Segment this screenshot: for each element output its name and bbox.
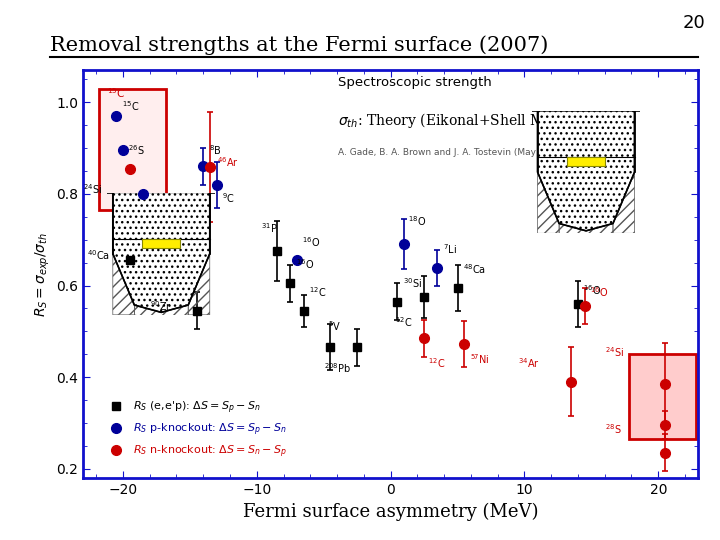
Bar	[99, 89, 166, 210]
Bar	[629, 354, 696, 439]
Text: $^{208}$Pb: $^{208}$Pb	[324, 361, 351, 375]
Text: 20: 20	[683, 14, 706, 31]
Text: $^{28}$S: $^{28}$S	[605, 423, 621, 436]
Text: A. Gade, B. A. Brown and J. A. Tostevin (May 9, 2007): A. Gade, B. A. Brown and J. A. Tostevin …	[338, 147, 577, 157]
Text: $^{18}$O: $^{18}$O	[408, 214, 426, 228]
Text: $^{15}$C: $^{15}$C	[107, 86, 125, 100]
Text: $^{12}$C: $^{12}$C	[309, 285, 326, 299]
Text: Removal strengths at the Fermi surface (2007): Removal strengths at the Fermi surface (…	[50, 35, 549, 55]
Text: $^{24}$Si: $^{24}$Si	[83, 182, 102, 196]
Text: $^{26}$S: $^{26}$S	[128, 143, 145, 157]
Text: $^{9}$C: $^{9}$C	[222, 191, 235, 205]
Text: $^{32}$Ar: $^{32}$Ar	[0, 539, 1, 540]
Text: $^{16}$O: $^{16}$O	[590, 285, 608, 299]
Text: Spectroscopic strength: Spectroscopic strength	[338, 76, 492, 89]
Text: $^{16}$O: $^{16}$O	[302, 235, 320, 248]
Text: $^{15}$C: $^{15}$C	[122, 99, 139, 113]
Text: $^{24}$Si: $^{24}$Si	[605, 345, 624, 359]
Text: $^{7}$Li: $^{7}$Li	[443, 242, 456, 256]
Text: $^{31}$P: $^{31}$P	[261, 221, 277, 235]
Text: $^{12}$C: $^{12}$C	[428, 356, 446, 370]
Text: $^{12}$C: $^{12}$C	[395, 315, 412, 329]
Text: $^{57}$Ni: $^{57}$Ni	[469, 353, 489, 366]
Text: $^{16}$O: $^{16}$O	[296, 258, 314, 272]
Text: $^{8}$B: $^{8}$B	[209, 143, 221, 157]
Text: $^{16}$O: $^{16}$O	[583, 283, 601, 296]
Text: $^{40}$Ca: $^{40}$Ca	[87, 248, 110, 262]
Text: $^{46}$Ar: $^{46}$Ar	[217, 156, 238, 170]
Y-axis label: $R_S = \sigma_{exp} / \sigma_{th}$: $R_S = \sigma_{exp} / \sigma_{th}$	[33, 232, 52, 316]
X-axis label: Fermi surface asymmetry (MeV): Fermi surface asymmetry (MeV)	[243, 502, 539, 521]
Text: $^{48}$Ca: $^{48}$Ca	[463, 262, 486, 276]
Text: $^{34}$Ar: $^{34}$Ar	[518, 356, 539, 370]
Text: $^{5}$V: $^{5}$V	[328, 320, 341, 333]
Text: $\sigma_{th}$: Theory (Eikonal+Shell M): $\sigma_{th}$: Theory (Eikonal+Shell M)	[338, 111, 551, 130]
Legend: $R_S$ (e,e'p): $\Delta S=S_p-S_n$, $R_S$ p-knockout: $\Delta S=S_p-S_n$, $R_S$ n: $R_S$ (e,e'p): $\Delta S=S_p-S_n$, $R_S$…	[101, 395, 291, 464]
Text: $^{30}$Si: $^{30}$Si	[402, 276, 422, 290]
Text: $^{90}$Zr: $^{90}$Zr	[150, 299, 171, 313]
